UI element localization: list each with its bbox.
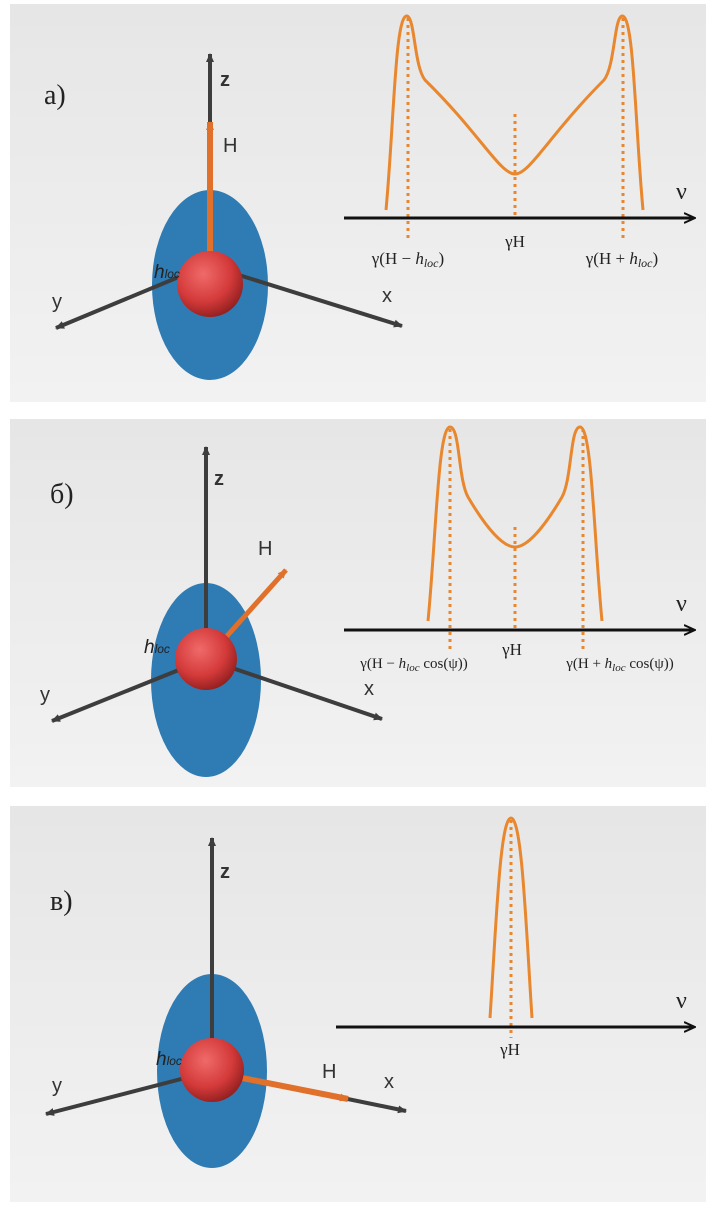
panel-label: б) bbox=[50, 479, 74, 510]
coordinate-figure: z H x y hloc bbox=[40, 446, 383, 777]
panel-label: в) bbox=[50, 886, 73, 917]
local-field-label: hloc bbox=[154, 262, 180, 283]
spectrum-curve bbox=[426, 425, 604, 622]
spectrum: ν γH bbox=[336, 816, 694, 1059]
panel-a: а) z H x y hloc ν γH γ(H − hloc) γ(H + h… bbox=[10, 4, 706, 402]
panel-background bbox=[10, 806, 706, 1202]
atom-sphere bbox=[175, 628, 237, 690]
center-label: γH bbox=[504, 232, 525, 251]
panel-label: а) bbox=[44, 80, 66, 111]
spectrum: ν γH γ(H − hloc cos(ψ)) γ(H + hloc cos(ψ… bbox=[344, 425, 694, 674]
frequency-axis-label: ν bbox=[676, 591, 687, 617]
panel-c: в) z H x y hloc ν γH bbox=[10, 806, 706, 1202]
field-label: H bbox=[223, 135, 237, 157]
field-label: H bbox=[322, 1061, 336, 1083]
x-axis-label: x bbox=[384, 1071, 394, 1093]
z-axis-label: z bbox=[220, 861, 230, 883]
left-peak-label: γ(H − hloc) bbox=[371, 249, 444, 270]
right-peak-label: γ(H + hloc cos(ψ)) bbox=[565, 656, 674, 674]
frequency-axis-label: ν bbox=[676, 988, 687, 1014]
coordinate-figure: z H x y hloc bbox=[45, 837, 407, 1168]
coordinate-figure: z H x y hloc bbox=[52, 53, 403, 380]
field-arrow bbox=[231, 1073, 349, 1102]
panel-background bbox=[10, 4, 706, 402]
spectrum-curve bbox=[488, 816, 534, 1019]
z-axis-label: z bbox=[220, 69, 230, 91]
local-field-label: hloc bbox=[144, 637, 170, 658]
center-label: γH bbox=[501, 640, 522, 659]
frequency-axis-label: ν bbox=[676, 179, 687, 205]
center-label: γH bbox=[499, 1040, 520, 1059]
spectrum: ν γH γ(H − hloc) γ(H + hloc) bbox=[344, 14, 694, 270]
left-peak-label: γ(H − hloc cos(ψ)) bbox=[359, 656, 468, 674]
atom-sphere bbox=[180, 1038, 244, 1102]
x-axis-label: x bbox=[364, 678, 374, 700]
y-axis-label: y bbox=[40, 684, 50, 706]
right-peak-label: γ(H + hloc) bbox=[585, 249, 658, 270]
x-axis-label: x bbox=[382, 285, 392, 307]
z-axis-label: z bbox=[214, 468, 224, 490]
spectrum-curve bbox=[384, 14, 645, 211]
y-axis-label: y bbox=[52, 291, 62, 313]
y-axis-label: y bbox=[52, 1075, 62, 1097]
local-field-label: hloc bbox=[156, 1049, 182, 1070]
field-label: H bbox=[258, 538, 272, 560]
atom-sphere bbox=[177, 251, 243, 317]
panel-b: б) z H x y hloc ν γH γ(H − hloc cos(ψ)) … bbox=[10, 419, 706, 787]
